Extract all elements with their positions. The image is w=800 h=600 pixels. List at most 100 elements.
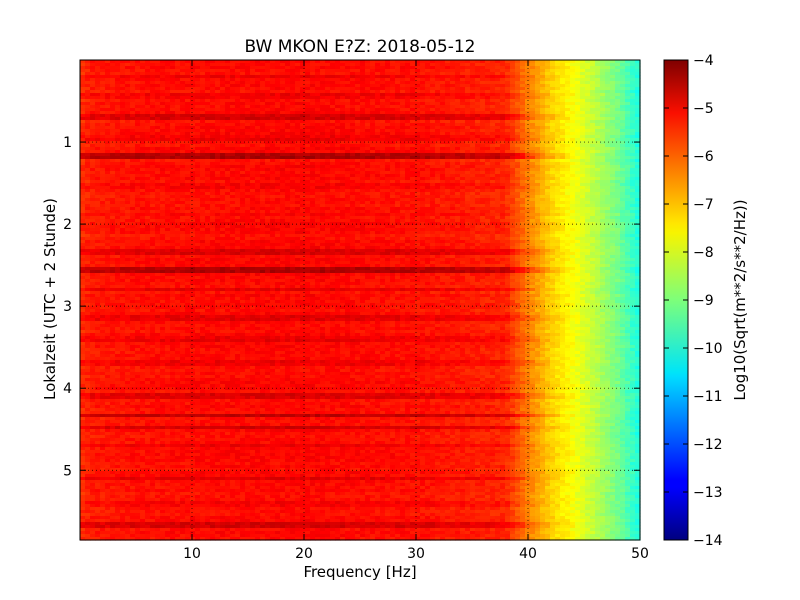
heatmap-cell [500,156,506,160]
heatmap-cell [320,129,326,133]
heatmap-cell [495,60,501,64]
heatmap-cell [325,117,331,121]
heatmap-cell [160,90,166,94]
heatmap-cell [190,111,196,115]
heatmap-cell [130,75,136,79]
heatmap-cell [560,78,566,82]
heatmap-cell [85,129,91,133]
heatmap-cell [500,105,506,109]
heatmap-cell [365,114,371,118]
heatmap-cell [455,144,461,148]
heatmap-cell [340,162,346,166]
heatmap-cell [415,120,421,124]
heatmap-cell [480,108,486,112]
heatmap-cell [190,183,196,187]
heatmap-cell [550,93,556,97]
heatmap-cell [215,84,221,88]
heatmap-cell [290,153,296,157]
heatmap-cell [370,96,376,100]
heatmap-cell [125,171,131,175]
heatmap-cell [510,132,516,136]
heatmap-cell [175,165,181,169]
heatmap-cell [130,180,136,184]
heatmap-cell [620,171,626,175]
heatmap-cell [350,147,356,151]
heatmap-cell [165,189,171,193]
heatmap-cell [430,156,436,160]
heatmap-cell [570,162,576,166]
heatmap-cell [500,174,506,178]
heatmap-cell [605,144,611,148]
heatmap-cell [495,108,501,112]
heatmap-cell [180,84,186,88]
heatmap-cell [145,75,151,79]
heatmap-cell [515,126,521,130]
heatmap-cell [240,78,246,82]
heatmap-cell [180,72,186,76]
heatmap-cell [150,123,156,127]
heatmap-cell [590,120,596,124]
heatmap-cell [355,75,361,79]
heatmap-cell [590,144,596,148]
heatmap-cell [280,153,286,157]
heatmap-cell [370,108,376,112]
heatmap-cell [150,168,156,172]
heatmap-cell [270,138,276,142]
heatmap-cell [540,78,546,82]
heatmap-cell [420,174,426,178]
heatmap-cell [140,102,146,106]
heatmap-cell [545,132,551,136]
heatmap-cell [240,108,246,112]
heatmap-cell [160,69,166,73]
heatmap-cell [210,174,216,178]
heatmap-cell [400,117,406,121]
heatmap-cell [395,132,401,136]
heatmap-cell [485,114,491,118]
heatmap-cell [160,186,166,190]
heatmap-cell [220,186,226,190]
heatmap-cell [300,81,306,85]
heatmap-cell [240,84,246,88]
heatmap-cell [305,84,311,88]
heatmap-cell [140,93,146,97]
heatmap-cell [80,165,86,169]
heatmap-cell [310,192,316,196]
heatmap-cell [610,63,616,67]
heatmap-cell [95,153,101,157]
heatmap-cell [285,105,291,109]
heatmap-cell [255,75,261,79]
heatmap-cell [475,126,481,130]
heatmap-cell [235,189,241,193]
heatmap-cell [600,111,606,115]
heatmap-cell [565,159,571,163]
heatmap-cell [465,177,471,181]
heatmap-cell [550,81,556,85]
heatmap-cell [165,129,171,133]
heatmap-cell [520,123,526,127]
heatmap-cell [115,75,121,79]
heatmap-cell [230,75,236,79]
heatmap-cell [615,78,621,82]
heatmap-cell [165,72,171,76]
heatmap-cell [615,171,621,175]
heatmap-cell [575,114,581,118]
heatmap-cell [180,153,186,157]
heatmap-cell [240,162,246,166]
heatmap-cell [540,87,546,91]
heatmap-cell [540,138,546,142]
heatmap-cell [540,96,546,100]
heatmap-cell [635,159,641,163]
heatmap-cell [350,192,356,196]
heatmap-cell [410,186,416,190]
heatmap-cell [625,102,631,106]
heatmap-cell [285,138,291,142]
heatmap-cell [215,165,221,169]
heatmap-cell [485,186,491,190]
heatmap-cell [595,153,601,157]
heatmap-cell [415,90,421,94]
heatmap-cell [360,93,366,97]
heatmap-cell [80,192,86,196]
heatmap-cell [570,78,576,82]
heatmap-cell [535,72,541,76]
heatmap-cell [590,60,596,64]
